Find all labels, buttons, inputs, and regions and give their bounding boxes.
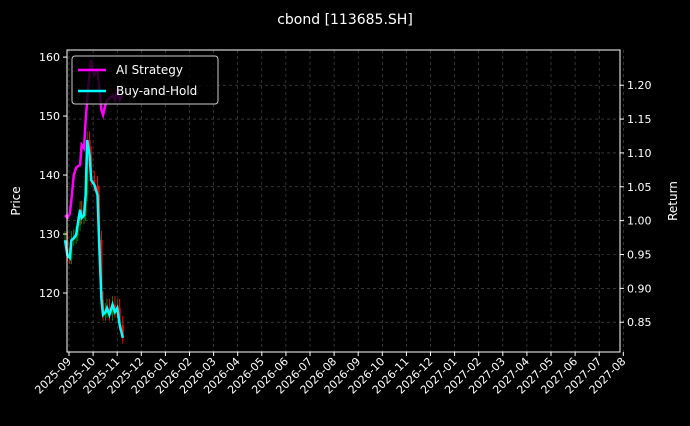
plot-frame (66, 49, 621, 353)
candle-body (93, 179, 96, 186)
candle-body (96, 185, 99, 196)
legend-label-ai: AI Strategy (116, 63, 183, 77)
y-tick-label: 140 (39, 169, 60, 182)
grid (67, 50, 624, 352)
legend-label-bh: Buy-and-Hold (116, 84, 197, 98)
y-tick-label: 160 (39, 51, 60, 64)
candle-body (111, 304, 114, 315)
y2-axis-label: Return (666, 181, 680, 221)
y2-tick-label: 1.10 (627, 147, 652, 160)
y2-tick-label: 1.00 (627, 215, 652, 228)
y2-tick-label: 1.05 (627, 181, 652, 194)
y2-tick-label: 0.85 (627, 316, 652, 329)
legend: AI Strategy Buy-and-Hold (71, 55, 219, 105)
y2-tick-label: 1.15 (627, 113, 652, 126)
y-tick-label: 150 (39, 110, 60, 123)
chart-title: cbond [113685.SH] (277, 12, 413, 28)
series-line-buy-and-hold (63, 139, 125, 339)
y2-tick-label: 0.90 (627, 282, 652, 295)
y2-tick-label: 1.20 (627, 79, 652, 92)
y-axis-label: Price (9, 186, 23, 215)
candle-body (121, 324, 124, 338)
y2-tick-label: 0.95 (627, 248, 652, 261)
y-tick-label: 120 (39, 287, 60, 300)
y-tick-label: 130 (39, 228, 60, 241)
